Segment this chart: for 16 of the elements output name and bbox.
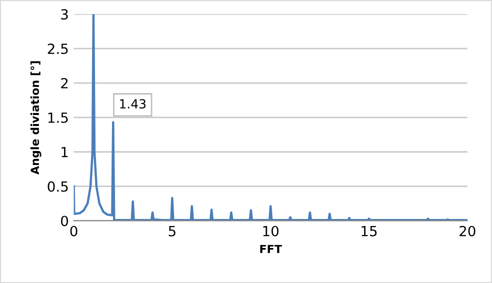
annotation: 1.43 [120, 99, 146, 109]
y-axis-title: Angle diviation [°] [30, 61, 42, 175]
x-tick-label: 0 [70, 226, 78, 236]
y-tick-label: 3 [61, 9, 68, 20]
x-tick-label: 20 [460, 226, 476, 236]
y-tick-label: 0.5 [48, 181, 68, 192]
x-tick-label: 10 [263, 226, 279, 236]
y-tick-label: 1 [62, 147, 68, 158]
y-tick-label: 2.5 [48, 44, 68, 54]
line-series [74, 14, 468, 221]
y-tick-label: 0 [61, 216, 68, 226]
y-tick-label: 2 [61, 78, 68, 88]
y-tick-label: 1.5 [48, 112, 68, 123]
x-tick-label: 15 [362, 226, 377, 236]
x-tick-label: 5 [168, 226, 176, 236]
x-axis-title: FFT [260, 244, 282, 254]
